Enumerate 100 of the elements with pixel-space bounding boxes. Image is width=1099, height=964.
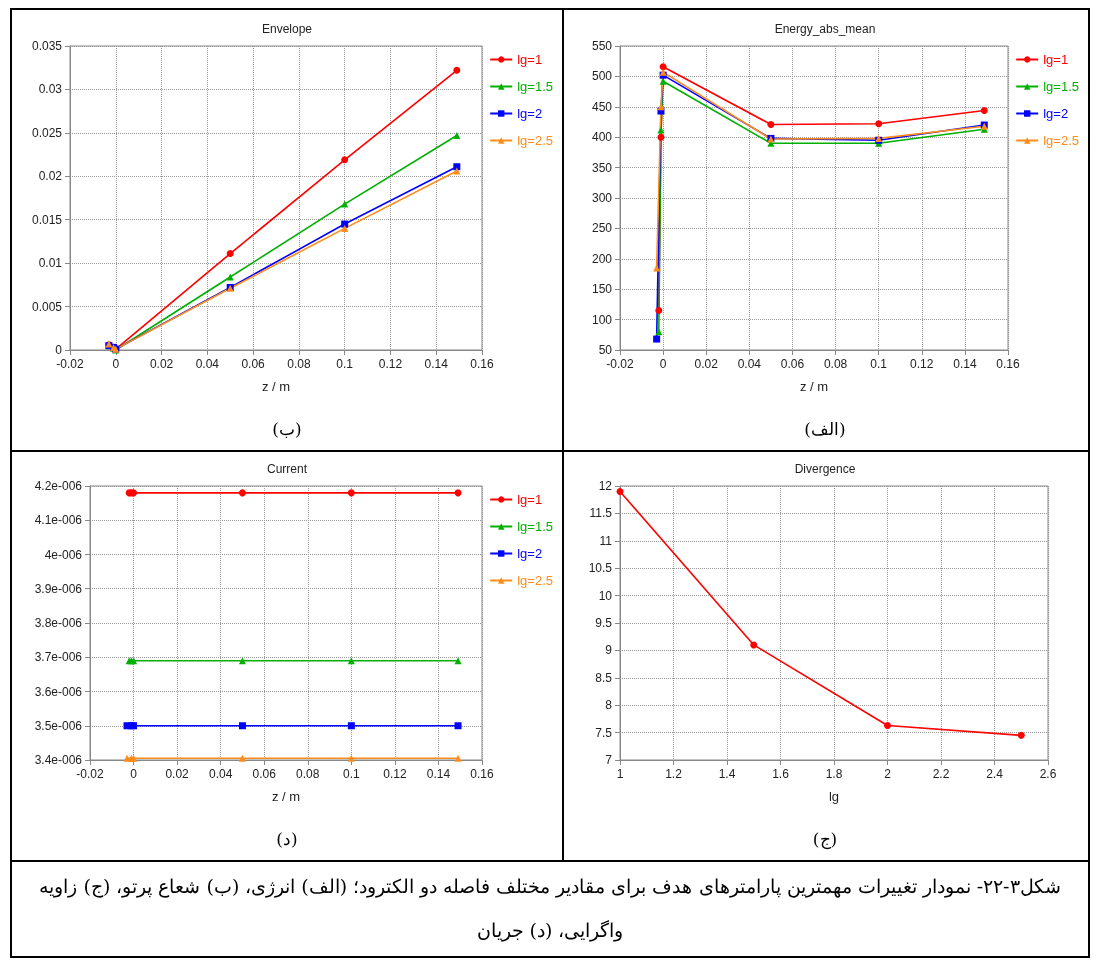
y-tick-label: 9 [605, 643, 613, 658]
legend-label: lg=2 [517, 106, 543, 121]
y-tick-label: 3.7e-006 [34, 650, 83, 665]
x-tick-label: 0.08 [296, 767, 320, 781]
y-tick-label: 11.5 [589, 506, 613, 521]
y-tick-label: 450 [591, 99, 613, 114]
y-tick-label: 9.5 [595, 616, 613, 630]
x-tick-label: 0.1 [336, 357, 354, 371]
y-tick-label: 3.9e-006 [34, 581, 83, 596]
x-tick-label: 2 [884, 767, 892, 781]
y-tick-label: 0.015 [31, 212, 63, 227]
x-tick-label: 0.1 [870, 357, 888, 371]
x-tick-label: 0.12 [910, 357, 934, 371]
x-tick-label: 0.02 [694, 357, 719, 371]
y-tick-label: 50 [598, 343, 613, 357]
x-tick-label: 2.2 [932, 767, 950, 781]
y-tick-label: 400 [591, 130, 613, 145]
legend-label: lg=1.5 [1043, 79, 1080, 94]
legend-label: lg=2.5 [517, 133, 554, 148]
x-tick-label: 1.2 [665, 767, 683, 781]
y-tick-label: 8.5 [595, 670, 613, 685]
x-tick-label: 0 [659, 357, 667, 371]
x-tick-label: 1.8 [825, 767, 843, 781]
y-tick-label: 150 [591, 282, 613, 297]
y-tick-label: 4e-006 [44, 547, 83, 562]
x-tick-label: 0.06 [241, 357, 266, 371]
x-tick-label: 0.16 [996, 357, 1020, 371]
y-tick-label: 3.4e-006 [34, 753, 83, 767]
x-tick-label: 0.02 [149, 357, 174, 371]
chart-title: Envelope [261, 22, 313, 36]
y-tick-label: 500 [591, 69, 613, 84]
y-tick-label: 10 [598, 588, 613, 603]
y-tick-label: 0.03 [38, 82, 63, 97]
y-tick-label: 0.01 [38, 256, 63, 271]
x-tick-label: 2.4 [986, 767, 1004, 781]
x-tick-label: 0.04 [737, 357, 762, 371]
x-tick-label: 0.14 [426, 767, 451, 781]
y-tick-label: 350 [591, 160, 613, 175]
text: (ب) [272, 418, 302, 439]
text: (ج) [812, 828, 838, 850]
legend-label: lg=2.5 [517, 573, 554, 588]
y-tick-label: 10.5 [588, 561, 613, 576]
y-tick-label: 7 [605, 753, 613, 767]
x-tick-label: 1.6 [772, 767, 790, 781]
x-tick-label: 2.6 [1039, 767, 1057, 781]
legend-label: lg=1.5 [517, 519, 554, 534]
y-tick-label: 0.005 [31, 299, 63, 314]
y-tick-label: 8 [605, 698, 613, 713]
y-tick-label: 4.1e-006 [34, 513, 83, 528]
y-tick-label: 250 [591, 221, 613, 236]
x-tick-label: 0.16 [470, 767, 494, 781]
y-tick-label: 0 [55, 343, 63, 357]
y-tick-label: 3.8e-006 [34, 616, 83, 630]
x-tick-label: 0 [130, 767, 138, 781]
legend-label: lg=2 [517, 546, 543, 561]
x-tick-label: 0.08 [823, 357, 848, 371]
x-tick-label: 0.14 [953, 357, 977, 371]
x-tick-label: 0.16 [470, 357, 494, 371]
x-tick-label: 0 [112, 357, 120, 371]
x-tick-label: 0.04 [195, 357, 220, 371]
x-tick-label: 0.14 [424, 357, 449, 371]
y-tick-label: 100 [591, 312, 613, 327]
y-tick-label: 3.6e-006 [34, 684, 83, 699]
x-tick-label: -0.02 [56, 357, 84, 371]
x-tick-label: 0.06 [780, 357, 805, 371]
x-tick-label: -0.02 [76, 767, 104, 781]
y-tick-label: 12 [598, 479, 613, 493]
x-tick-label: 0.12 [383, 767, 407, 781]
text: (الف) [804, 418, 846, 439]
x-tick-label: 0.12 [378, 357, 403, 371]
x-tick-label: 0.02 [165, 767, 190, 781]
text: (د) [276, 828, 298, 849]
chart-title: Current [266, 462, 308, 476]
y-tick-label: 3.5e-006 [34, 718, 83, 733]
y-tick-label: 300 [591, 191, 613, 205]
y-tick-label: 11 [599, 533, 613, 548]
legend-label: lg=1.5 [517, 79, 554, 94]
x-axis-title: lg [828, 789, 840, 804]
y-tick-label: 0.02 [38, 169, 63, 184]
legend-label: lg=1 [517, 492, 543, 507]
chart-title: Divergence [794, 462, 856, 476]
x-tick-label: -0.02 [606, 357, 634, 371]
x-axis-title: z / m [261, 379, 291, 394]
legend-label: lg=2.5 [1043, 133, 1080, 148]
legend-label: lg=1 [1043, 52, 1069, 67]
chart-title: Energy_abs_mean [774, 22, 876, 36]
x-tick-label: 1.4 [718, 767, 736, 781]
x-axis-title: z / m [799, 379, 829, 394]
y-tick-label: 0.035 [31, 39, 63, 53]
y-tick-label: 0.025 [31, 125, 63, 140]
x-tick-label: 0.08 [287, 357, 311, 371]
x-tick-label: 0.1 [342, 767, 360, 781]
text: شکل۳-۲۲- نمودار تغییرات مهمترین پارامترهای هدف برای مقادیر مختلف فاصله دو الکترود؛ (الف) انرژی، (ب) شعاع پرتو، (ج) زاویه واگرایی، (د) جریان [12, 860, 1088, 956]
y-tick-label: 4.2e-006 [34, 479, 83, 493]
legend-label: lg=1 [517, 52, 543, 67]
y-tick-label: 7.5 [595, 725, 613, 740]
x-tick-label: 0.06 [252, 767, 277, 781]
x-axis-title: z / m [271, 789, 301, 804]
y-tick-label: 550 [591, 39, 613, 53]
x-tick-label: 0.04 [208, 767, 233, 781]
